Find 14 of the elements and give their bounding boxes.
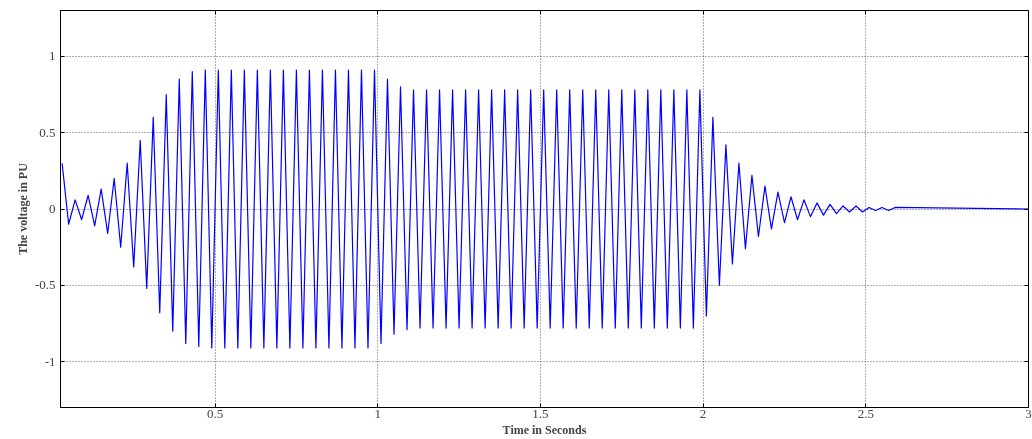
x-tick-label: 1.5	[532, 405, 549, 421]
x-axis-title: Time in Seconds	[502, 422, 587, 437]
line-series	[61, 69, 1029, 349]
x-tick-label: 0.5	[206, 405, 224, 421]
y-tick-label: 1	[49, 48, 56, 64]
x-tick-label: 2	[699, 405, 707, 421]
y-axis-title: The voltage in PU	[15, 162, 30, 255]
x-tick-label: 3	[1025, 405, 1032, 421]
y-tick-label: 0	[49, 201, 56, 216]
y-tick-label: 0.5	[39, 124, 56, 140]
y-tick-label: -0.5	[34, 277, 56, 293]
x-tick-label: 2.5	[857, 405, 874, 421]
x-tick-label: 1	[374, 405, 381, 421]
y-tick-label: -1	[44, 353, 56, 369]
